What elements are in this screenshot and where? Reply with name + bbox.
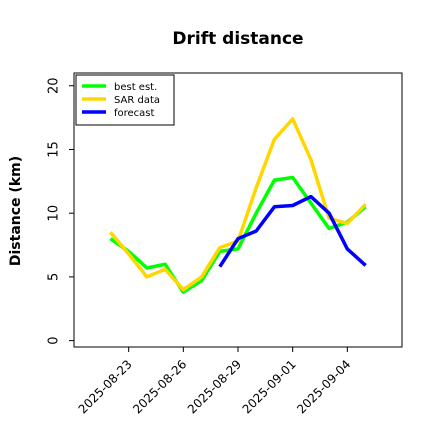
- series-line-sar-data: [109, 117, 367, 292]
- legend-label: SAR data: [114, 95, 160, 106]
- x-tick-label: 2025-08-23: [76, 357, 135, 416]
- legend: best est. SAR data forecast: [75, 74, 175, 126]
- series-line-forecast: [218, 194, 367, 268]
- chart-title: Drift distance: [172, 29, 303, 49]
- x-tick-label: 2025-09-04: [294, 357, 353, 416]
- legend-label: forecast: [114, 108, 155, 119]
- legend-label: best est.: [114, 82, 157, 93]
- x-axis: 2025-08-232025-08-262025-08-292025-09-01…: [76, 347, 353, 416]
- y-axis: 0 5 10 15 20: [47, 77, 74, 345]
- y-axis-label: Distance (km): [8, 156, 24, 266]
- y-tick-label: 0: [47, 336, 62, 344]
- y-tick-label: 15: [47, 141, 62, 158]
- plot-area: [109, 117, 367, 294]
- series-line-best-est-: [109, 175, 367, 294]
- y-tick-label: 10: [47, 205, 62, 222]
- y-tick-label: 20: [47, 77, 62, 94]
- y-tick-label: 5: [47, 273, 62, 281]
- x-tick-label: 2025-08-29: [185, 357, 244, 416]
- x-tick-label: 2025-08-26: [130, 357, 189, 416]
- x-tick-label: 2025-09-01: [240, 357, 299, 416]
